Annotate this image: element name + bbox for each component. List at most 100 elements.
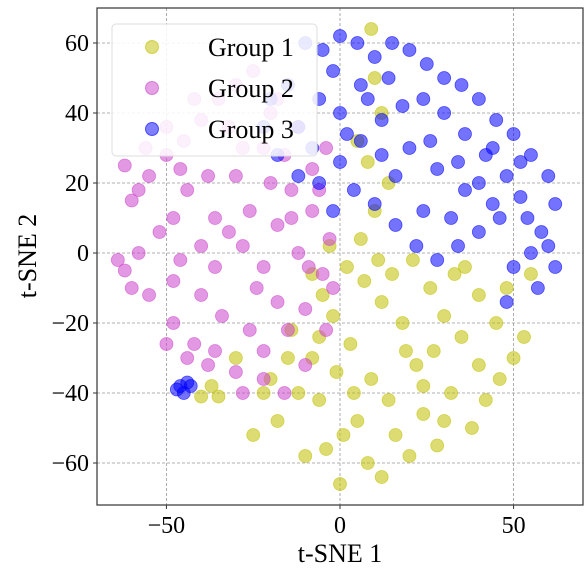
scatter-point bbox=[333, 29, 347, 43]
scatter-point bbox=[471, 225, 486, 239]
scatter-point bbox=[180, 351, 195, 365]
scatter-point bbox=[256, 386, 271, 400]
scatter-point bbox=[124, 193, 139, 208]
x-axis-label: t-SNE 1 bbox=[298, 539, 383, 568]
scatter-point bbox=[399, 344, 413, 358]
scatter-point bbox=[353, 232, 368, 246]
scatter-point bbox=[374, 148, 389, 162]
scatter-point bbox=[249, 281, 264, 295]
scatter-point bbox=[458, 260, 472, 274]
scatter-point bbox=[301, 260, 316, 274]
scatter-point bbox=[235, 239, 250, 253]
scatter-point bbox=[208, 260, 222, 274]
scatter-point bbox=[142, 169, 156, 183]
scatter-point bbox=[381, 71, 396, 85]
scatter-point bbox=[371, 253, 386, 267]
scatter-point bbox=[530, 281, 545, 295]
scatter-point bbox=[374, 113, 389, 127]
scatter-point bbox=[485, 141, 500, 155]
legend-marker bbox=[145, 81, 159, 95]
scatter-point bbox=[405, 253, 420, 267]
scatter-point bbox=[315, 267, 330, 281]
scatter-point bbox=[228, 169, 243, 183]
scatter-point bbox=[180, 183, 195, 197]
y-tick-label: 60 bbox=[65, 31, 89, 57]
scatter-point bbox=[194, 239, 209, 253]
scatter-point bbox=[447, 267, 462, 281]
y-tick-label: 20 bbox=[65, 171, 89, 197]
scatter-point bbox=[360, 456, 375, 470]
scatter-point bbox=[263, 176, 278, 190]
scatter-point bbox=[367, 71, 382, 85]
scatter-point bbox=[478, 393, 493, 407]
scatter-point bbox=[465, 421, 479, 435]
scatter-point bbox=[291, 246, 306, 260]
scatter-point bbox=[471, 288, 486, 302]
scatter-point bbox=[208, 211, 222, 225]
x-tick-label: 0 bbox=[334, 513, 346, 539]
scatter-point bbox=[340, 260, 354, 274]
scatter-point bbox=[437, 309, 452, 323]
scatter-point bbox=[437, 414, 452, 428]
scatter-point bbox=[326, 281, 340, 295]
scatter-point bbox=[319, 141, 334, 155]
scatter-point bbox=[419, 57, 434, 71]
scatter-point bbox=[312, 176, 327, 190]
scatter-point bbox=[326, 204, 340, 218]
scatter-point bbox=[360, 92, 375, 106]
scatter-point bbox=[256, 260, 271, 274]
scatter-point bbox=[201, 358, 215, 372]
scatter-point bbox=[124, 281, 139, 295]
scatter-point bbox=[506, 127, 521, 141]
scatter-point bbox=[454, 330, 469, 344]
scatter-point bbox=[416, 407, 431, 421]
scatter-points bbox=[110, 22, 563, 491]
scatter-point bbox=[437, 106, 452, 120]
scatter-point bbox=[471, 92, 486, 106]
scatter-point bbox=[333, 155, 347, 169]
scatter-point bbox=[305, 162, 320, 176]
scatter-point bbox=[208, 344, 222, 358]
legend-label: Group 2 bbox=[208, 74, 294, 103]
legend-label: Group 3 bbox=[208, 115, 294, 144]
scatter-point bbox=[270, 218, 285, 232]
scatter-point bbox=[166, 211, 181, 225]
scatter-point bbox=[430, 438, 445, 453]
scatter-point bbox=[388, 218, 403, 232]
scatter-point bbox=[284, 211, 299, 225]
scatter-point bbox=[353, 134, 368, 148]
scatter-point bbox=[426, 344, 441, 358]
scatter-point bbox=[281, 323, 295, 337]
scatter-point bbox=[270, 414, 285, 428]
scatter-point bbox=[454, 78, 469, 92]
scatter-point bbox=[416, 92, 431, 106]
scatter-point bbox=[315, 43, 330, 57]
scatter-point bbox=[489, 316, 504, 330]
scatter-point bbox=[506, 351, 521, 365]
scatter-point bbox=[374, 470, 389, 484]
scatter-point bbox=[131, 246, 146, 260]
scatter-point bbox=[166, 274, 181, 288]
scatter-point bbox=[353, 78, 368, 92]
scatter-point bbox=[256, 372, 271, 386]
scatter-point bbox=[364, 372, 379, 386]
scatter-point bbox=[110, 253, 125, 267]
scatter-point bbox=[471, 176, 486, 190]
y-tick-label: −20 bbox=[51, 311, 89, 337]
scatter-point bbox=[409, 358, 424, 372]
scatter-point bbox=[319, 323, 334, 337]
scatter-point bbox=[242, 323, 257, 337]
scatter-point bbox=[183, 379, 198, 393]
scatter-point bbox=[152, 225, 167, 239]
series-1 bbox=[194, 22, 538, 491]
scatter-point bbox=[492, 211, 507, 225]
scatter-point bbox=[194, 389, 209, 404]
scatter-point bbox=[343, 337, 358, 351]
legend-label: Group 1 bbox=[208, 33, 294, 62]
scatter-point bbox=[350, 36, 365, 50]
scatter-point bbox=[291, 386, 306, 400]
scatter-point bbox=[187, 337, 202, 351]
scatter-point bbox=[277, 386, 292, 400]
scatter-point bbox=[222, 225, 236, 239]
